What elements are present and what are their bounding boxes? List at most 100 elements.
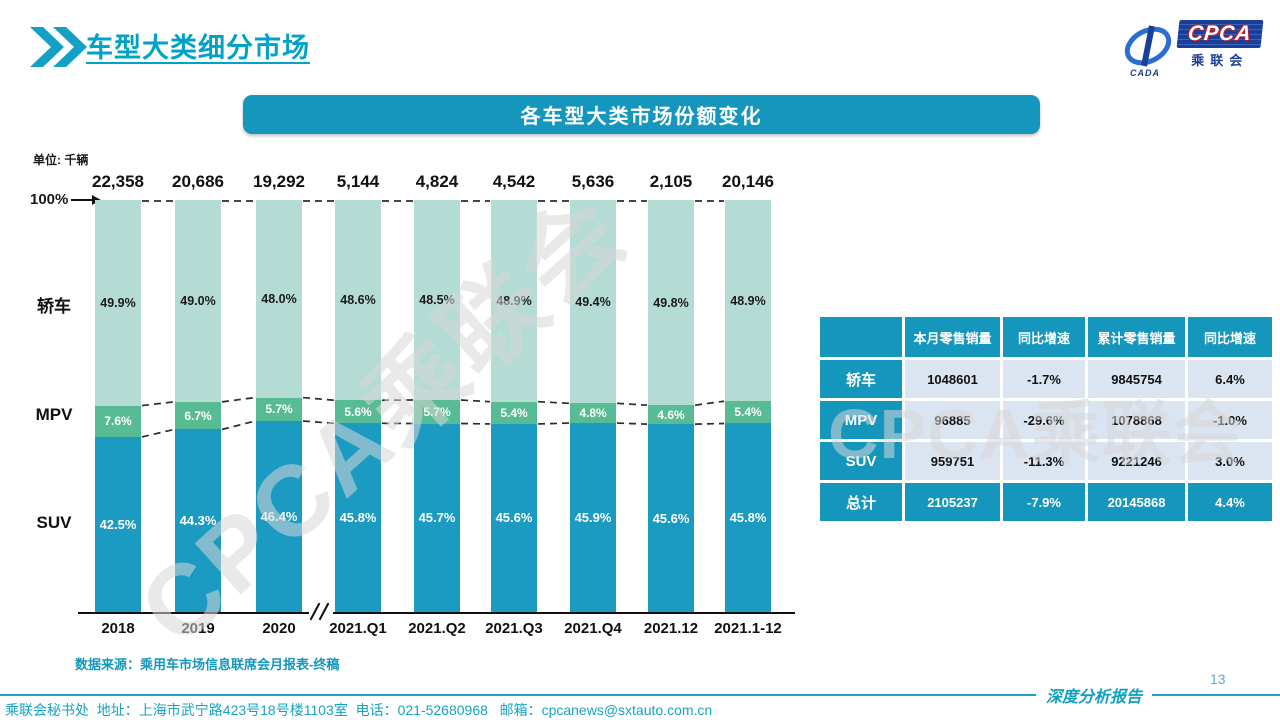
bar-2021.Q4: 49.4% 4.8% 45.9% <box>570 200 616 612</box>
source-note: 数据来源：乘用车市场信息联席会月报表-终稿 <box>75 657 340 672</box>
bar-2019: 49.0% 6.7% 44.3% <box>175 200 221 612</box>
table-cell: -1.0% <box>1188 401 1272 439</box>
logo-cada-text: CADA <box>1130 68 1160 78</box>
x-axis-label: 2021.Q4 <box>564 620 622 637</box>
segment-value-label: 49.0% <box>180 293 216 308</box>
segment-value-label: 45.6% <box>652 510 690 526</box>
bar-2021.Q1: 48.6% 5.6% 45.8% <box>335 200 381 612</box>
segment-value-label: 48.5% <box>419 293 455 307</box>
table-cell: 96885 <box>905 401 1000 439</box>
bar-segment-mpv: 5.7% <box>414 400 460 424</box>
hundred-percent-text: 100% <box>30 191 69 208</box>
page-title: 车型大类细分市场 <box>86 33 310 63</box>
x-axis-label: 2021.12 <box>643 620 699 637</box>
segment-value-label: 48.9% <box>496 293 532 308</box>
bar-segment-suv: 45.7% <box>414 423 460 612</box>
segment-value-label: 5.7% <box>265 402 293 417</box>
table-cell: -11.3% <box>1003 442 1085 480</box>
table-cell: 6.4% <box>1188 360 1272 398</box>
segment-value-label: 49.4% <box>575 294 611 309</box>
bar-segment-sedan: 48.9% <box>725 200 771 402</box>
table-cell: 1078868 <box>1088 401 1185 439</box>
segment-value-label: 5.4% <box>500 405 528 420</box>
table-row-轿车: 轿车 1048601 -1.7% 9845754 6.4% <box>820 360 1272 398</box>
table-cell: 9845754 <box>1088 360 1185 398</box>
table-row-label: SUV <box>820 442 902 480</box>
table-header-cell <box>820 317 902 357</box>
segment-value-label: 4.6% <box>657 407 685 422</box>
table-cell: -29.6% <box>1003 401 1085 439</box>
table-header-row: 本月零售销量 同比增速 累计零售销量 同比增速 <box>820 317 1272 357</box>
segment-value-label: 45.7% <box>418 510 456 526</box>
bar-segment-mpv: 5.7% <box>256 397 302 421</box>
axis-break-mark <box>309 601 333 623</box>
series-label-sedan: 轿车 <box>37 297 71 316</box>
bar-total-label: 5,144 <box>336 172 380 191</box>
summary-table-body: 本月零售销量 同比增速 累计零售销量 同比增速 轿车 1048601 -1.7% 984575… <box>820 317 1272 521</box>
table-cell: 20145868 <box>1088 483 1185 521</box>
segment-value-label: 6.7% <box>184 408 212 423</box>
logo-cn-text: 乘联会 <box>1191 53 1249 68</box>
x-axis-label: 2021.Q2 <box>408 620 466 637</box>
bar-segment-suv: 45.8% <box>335 423 381 612</box>
bar-segment-sedan: 48.6% <box>335 200 381 401</box>
page-number: 13 <box>1210 671 1226 687</box>
cada-swoosh-icon: CADA <box>1122 24 1174 78</box>
segment-value-label: 48.6% <box>340 293 376 308</box>
segment-value-label: 45.8% <box>339 510 377 526</box>
bar-segment-sedan: 49.4% <box>570 200 616 404</box>
bar-segment-suv: 45.9% <box>570 423 616 612</box>
bar-segment-suv: 45.8% <box>725 423 771 612</box>
bar-segment-sedan: 48.9% <box>491 200 537 402</box>
bar-segment-sedan: 49.0% <box>175 200 221 402</box>
table-cell: 959751 <box>905 442 1000 480</box>
segment-value-label: 5.4% <box>734 405 762 420</box>
x-axis-label: 2021.Q3 <box>485 620 543 637</box>
bar-segment-sedan: 49.8% <box>648 200 694 406</box>
bar-2021.Q3: 48.9% 5.4% 45.6% <box>491 200 537 612</box>
segment-value-label: 7.6% <box>104 414 132 429</box>
bar-total-label: 20,686 <box>172 172 224 191</box>
segment-value-label: 48.9% <box>730 293 766 308</box>
table-row-SUV: SUV 959751 -11.3% 9221246 3.0% <box>820 442 1272 480</box>
x-axis-label: 2019 <box>181 620 215 637</box>
segment-value-label: 44.3% <box>179 513 217 529</box>
segment-value-label: 42.5% <box>99 516 137 532</box>
bar-total-label: 4,824 <box>415 172 459 191</box>
bar-2018: 49.9% 7.6% 42.5% <box>95 200 141 612</box>
table-row-label: 总计 <box>820 483 902 521</box>
segment-value-label: 46.4% <box>260 508 298 524</box>
table-header-cell: 本月零售销量 <box>905 317 1000 357</box>
segment-value-label: 49.9% <box>100 295 136 310</box>
segment-value-label: 49.8% <box>653 295 689 310</box>
series-label-suv: SUV <box>36 513 72 532</box>
bar-segment-suv: 45.6% <box>648 424 694 612</box>
report-type-label: 深度分析报告 <box>1036 683 1153 707</box>
bar-segment-mpv: 5.4% <box>725 401 771 424</box>
bar-2021.12: 49.8% 4.6% 45.6% <box>648 200 694 612</box>
table-cell: -7.9% <box>1003 483 1085 521</box>
bar-total-label: 22,358 <box>92 172 144 191</box>
bar-segment-suv: 45.6% <box>491 423 537 612</box>
segment-value-label: 45.9% <box>574 510 612 526</box>
x-axis-label: 2018 <box>101 620 135 637</box>
table-cell: 9221246 <box>1088 442 1185 480</box>
footer-contact: 乘联会秘书处 地址：上海市武宁路423号18号楼1103室 电话：021-526… <box>5 702 713 718</box>
logo-cpca-text: CPCA <box>1176 20 1263 48</box>
bar-2021.Q2: 48.5% 5.7% 45.7% <box>414 200 460 612</box>
bar-total-label: 20,146 <box>722 172 774 191</box>
table-row-label: MPV <box>820 401 902 439</box>
x-axis-label: 2020 <box>262 620 296 637</box>
bar-segment-suv: 46.4% <box>256 421 302 612</box>
bar-segment-suv: 42.5% <box>95 436 141 612</box>
table-row-MPV: MPV 96885 -29.6% 1078868 -1.0% <box>820 401 1272 439</box>
table-header-cell: 累计零售销量 <box>1088 317 1185 357</box>
table-cell: 4.4% <box>1188 483 1272 521</box>
bar-total-label: 4,542 <box>492 172 536 191</box>
table-cell: 3.0% <box>1188 442 1272 480</box>
table-row-总计: 总计 2105237 -7.9% 20145868 4.4% <box>820 483 1272 521</box>
bar-2021.1-12: 48.9% 5.4% 45.8% <box>725 200 771 612</box>
x-axis-label: 2021.Q1 <box>329 620 387 637</box>
cpca-logo: CADA CPCA 乘联会 <box>1122 20 1270 78</box>
